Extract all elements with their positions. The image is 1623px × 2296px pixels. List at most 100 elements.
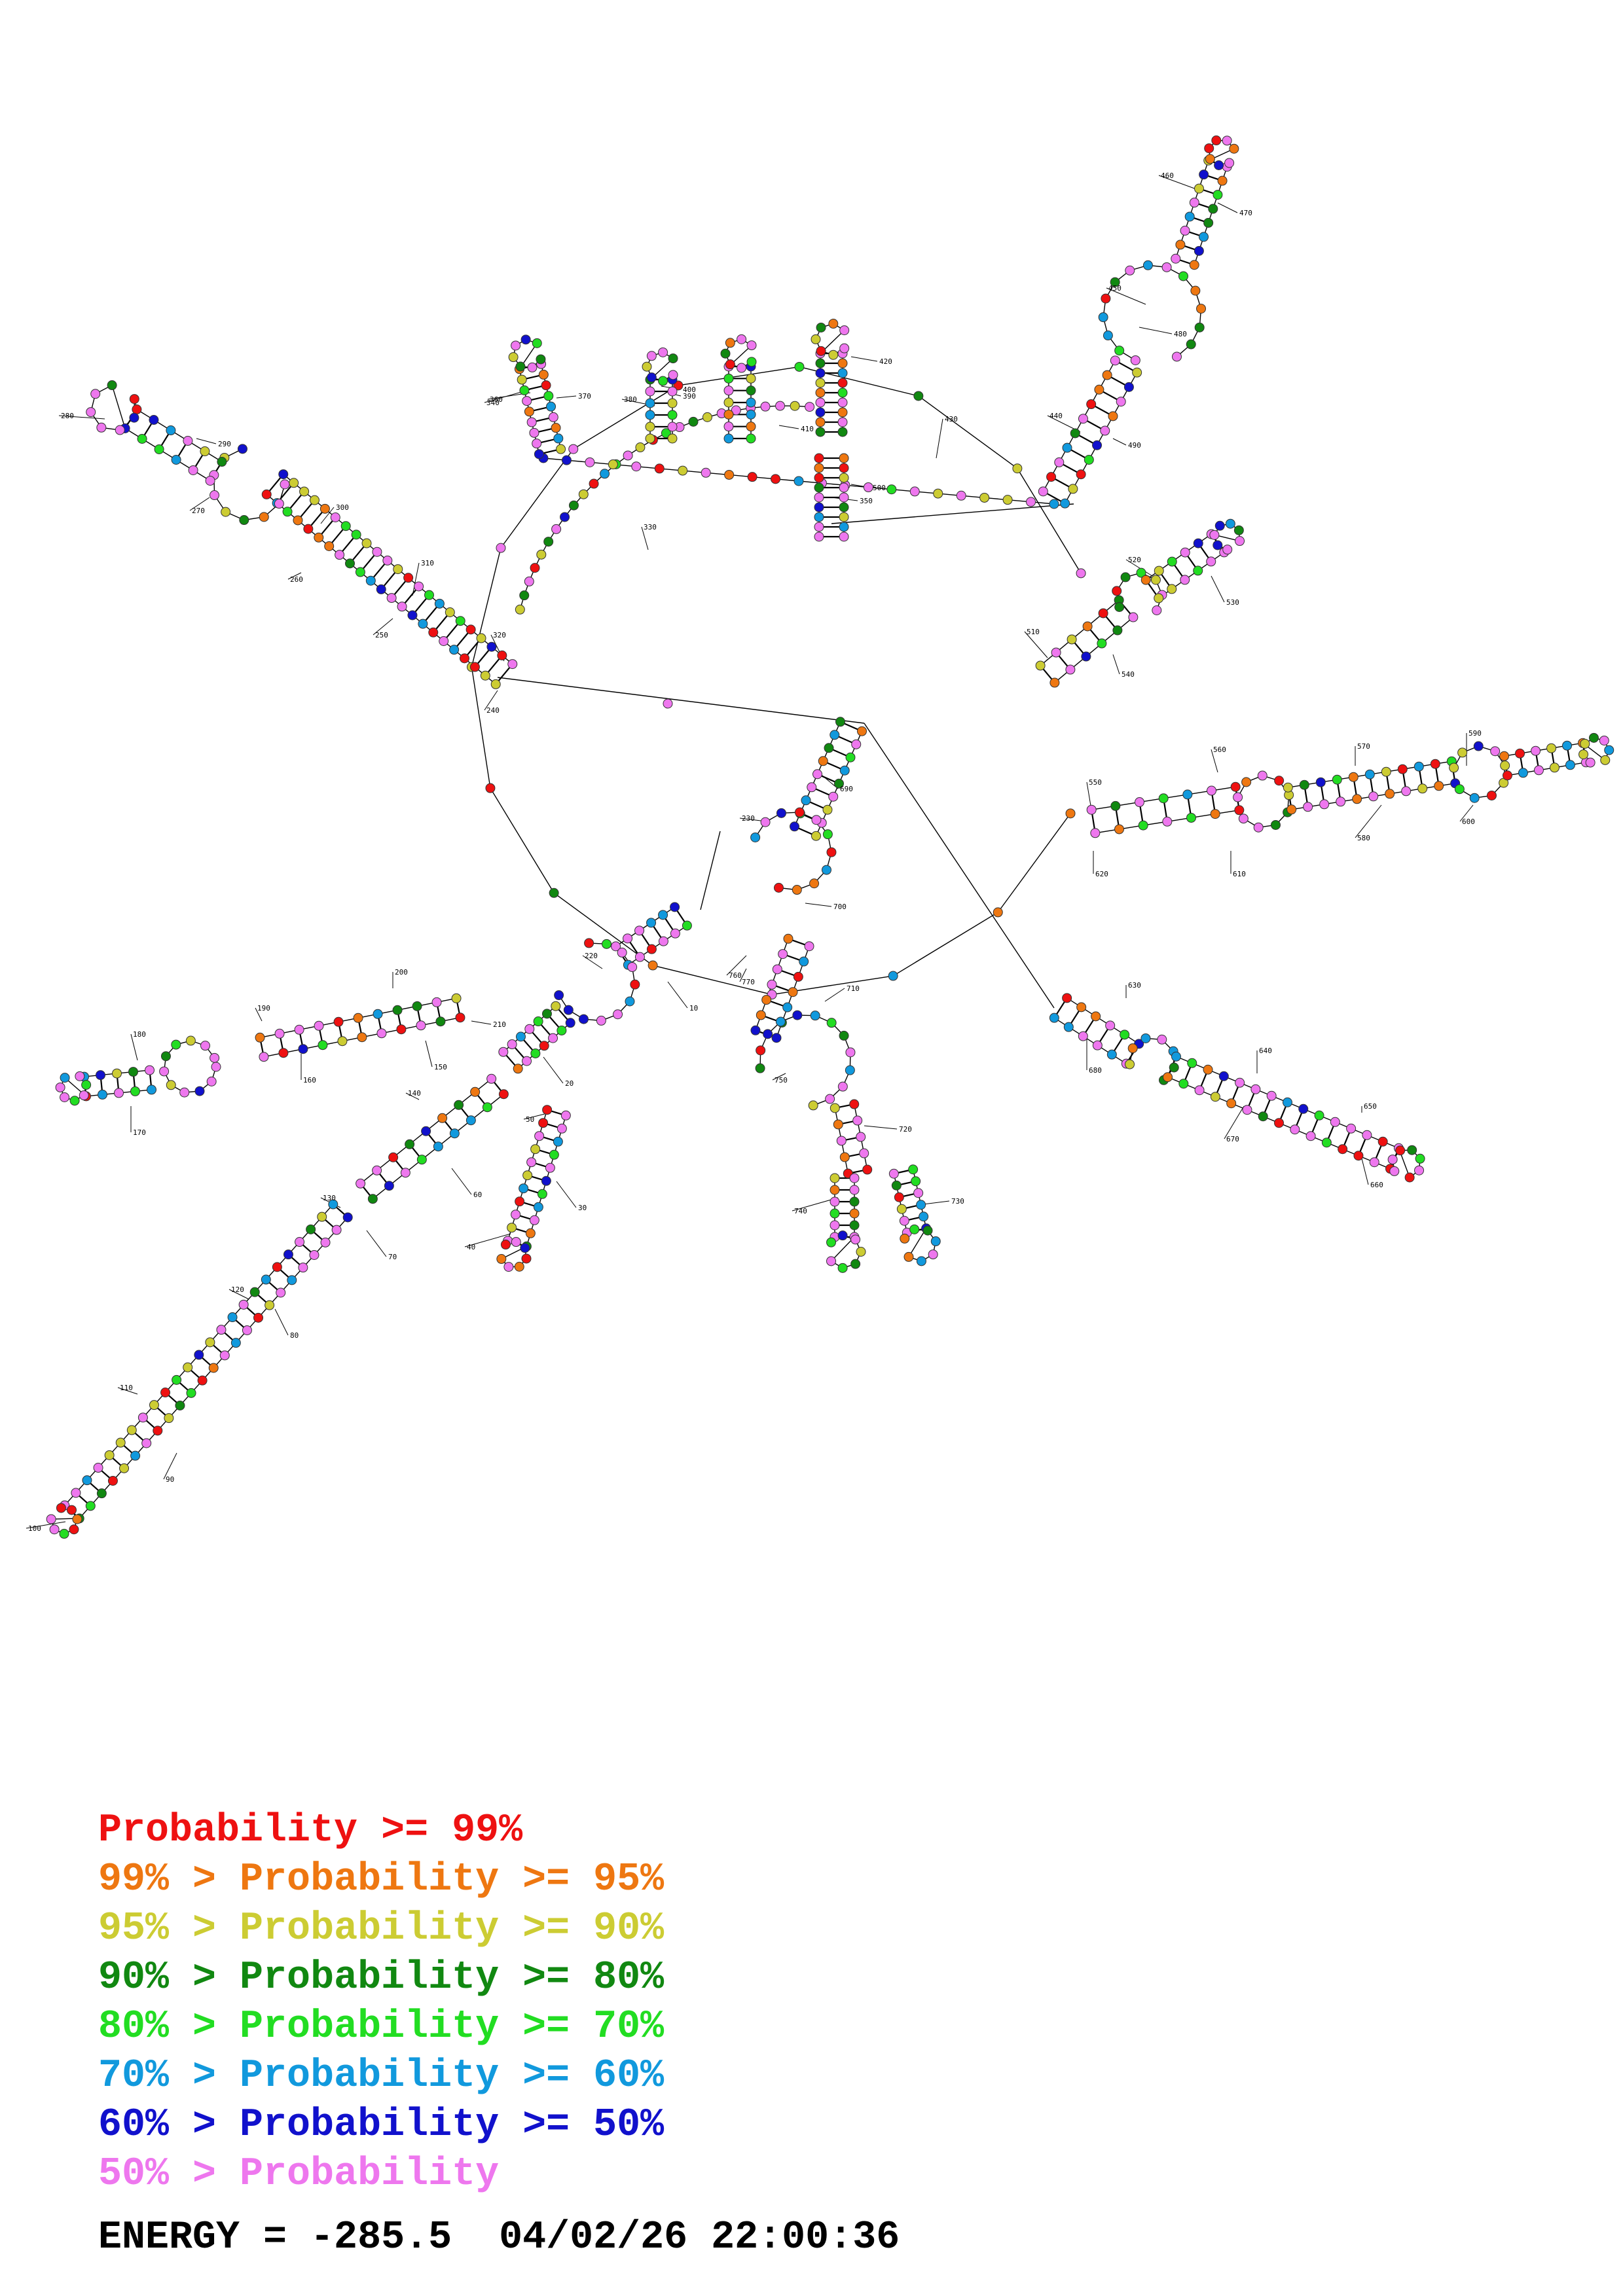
position-number: 70 [388,1253,397,1261]
legend-text: Probability >= 90% [240,1907,665,1951]
nucleotide [1130,355,1140,365]
nucleotide [317,1211,327,1222]
backbone-line [26,1521,66,1529]
nucleotide [1533,765,1544,776]
legend-text: Probability >= 95% [240,1857,665,1902]
nucleotide [49,1524,60,1535]
nucleotide [1336,797,1346,807]
nucleotide [295,1237,305,1247]
nucleotide [508,352,519,363]
nucleotide [1049,1013,1059,1023]
position-number: 60 [473,1191,482,1199]
nucleotide [1210,809,1220,819]
nucleotide [197,1375,208,1386]
legend-row-70: 80% > Probability >= 70% [98,2003,664,2052]
position-number: 220 [585,952,598,960]
nucleotide [67,1505,77,1515]
position-number: 450 [1108,284,1122,293]
nucleotide [830,1196,840,1207]
position-number: 740 [794,1207,807,1215]
nucleotide [372,1165,382,1175]
position-number: 570 [1357,742,1370,751]
nucleotide [1580,738,1590,749]
nucleotide [449,645,460,655]
nucleotide [839,343,850,353]
nucleotide [532,439,542,449]
nucleotide [1060,498,1070,509]
position-number: 140 [408,1089,421,1098]
nucleotide [437,1113,448,1123]
nucleotide [737,363,747,373]
nucleotide [503,1262,514,1272]
nucleotide [1290,1124,1300,1135]
position-number: 430 [945,415,958,423]
backbone-line [1224,1105,1245,1139]
nucleotide [667,410,678,420]
nucleotide [82,1475,92,1486]
backbone-line [700,831,721,910]
nucleotide [1065,664,1076,675]
nucleotide [519,1183,529,1194]
nucleotide [794,807,805,817]
nucleotide [812,769,823,780]
nucleotide [517,374,527,385]
nucleotide [1401,786,1412,797]
nucleotide [159,1066,170,1077]
backbone-line [255,1007,263,1022]
nucleotide [1100,425,1110,436]
nucleotide [828,319,839,329]
nucleotide [1194,1085,1205,1096]
nucleotide [239,515,249,526]
nucleotide [625,996,635,1007]
nucleotide [837,417,848,427]
nucleotide [852,1115,863,1126]
nucleotide [1531,745,1541,756]
nucleotide [585,457,595,467]
nucleotide [59,1528,69,1539]
nucleotide [129,412,139,423]
nucleotide [903,1251,914,1262]
position-number: 180 [133,1030,146,1039]
nucleotide [392,1005,403,1015]
nucleotide [804,941,814,952]
nucleotide [1214,520,1225,531]
nucleotide [1270,819,1281,830]
nucleotide [723,422,734,432]
nucleotide [514,1261,524,1272]
nucleotide [298,1044,308,1054]
position-number: 500 [873,484,886,492]
nucleotide [113,1088,124,1098]
nucleotide [794,361,805,372]
nucleotide [1082,621,1093,632]
nucleotide [490,679,501,689]
nucleotide [1194,183,1204,194]
nucleotide [1167,584,1177,594]
nucleotide [1076,469,1086,480]
nucleotide [561,455,572,465]
position-number: 760 [729,971,742,980]
nucleotide [1282,1097,1292,1107]
nucleotide [1128,612,1139,622]
nucleotide [814,482,824,493]
nucleotide [772,964,782,975]
nucleotide [833,778,844,789]
nucleotide [403,573,414,583]
nucleotide [520,1243,530,1253]
nucleotide [900,1233,910,1244]
nucleotide [414,581,424,592]
nucleotide [551,524,562,534]
nucleotide [1213,190,1223,200]
backbone-line [287,572,302,580]
nucleotide [1404,1172,1415,1183]
nucleotide [205,475,215,486]
backbone-line [1086,781,1094,822]
nucleotide [96,1488,107,1499]
nucleotide [654,463,665,474]
nucleotide [200,1041,211,1051]
legend-row-lt50: 50% > Probability [98,2150,664,2199]
nucleotide [137,1412,148,1423]
nucleotide [1211,135,1222,146]
nucleotide [645,386,655,397]
nucleotide [551,1001,561,1011]
nucleotide [1114,824,1124,834]
